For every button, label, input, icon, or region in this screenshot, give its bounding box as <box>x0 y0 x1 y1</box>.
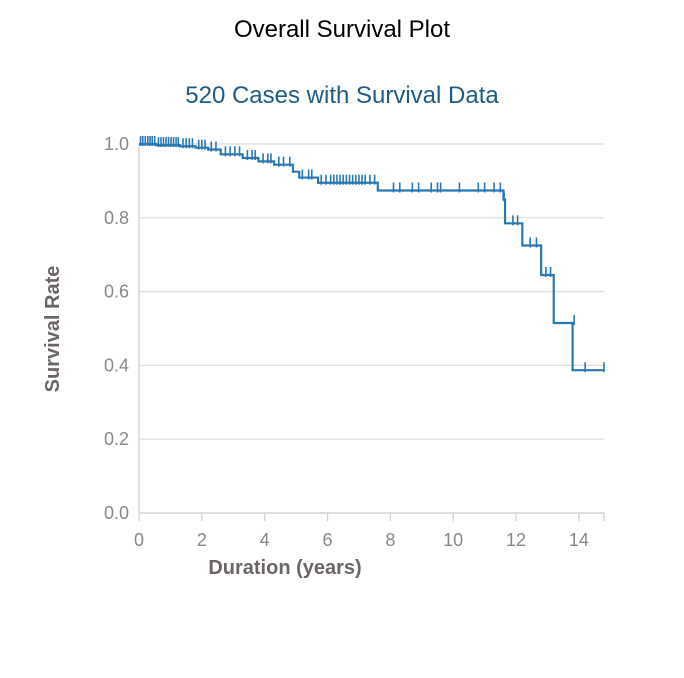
x-tick-label: 8 <box>385 530 395 550</box>
survival-step-line <box>139 142 604 372</box>
x-tick-label: 14 <box>569 530 589 550</box>
y-tick-label: 0.6 <box>104 282 129 302</box>
y-tick-labels: 0.0 0.2 0.4 0.6 0.8 1.0 <box>104 134 129 523</box>
x-tick-labels: 0 2 4 6 8 10 12 14 <box>134 530 589 550</box>
censor-marks <box>139 136 605 373</box>
chart-subtitle: 520 Cases with Survival Data <box>185 82 499 109</box>
survival-series <box>139 142 604 372</box>
x-tick-label: 4 <box>260 530 270 550</box>
x-axis-label: Duration (years) <box>208 557 361 579</box>
y-tick-label: 0.0 <box>104 503 129 523</box>
x-tick-label: 0 <box>134 530 144 550</box>
x-tick-label: 10 <box>443 530 463 550</box>
y-tick-label: 0.2 <box>104 429 129 449</box>
x-tick-label: 2 <box>197 530 207 550</box>
chart-title: Overall Survival Plot <box>233 16 451 43</box>
y-axis-label: Survival Rate <box>42 266 64 393</box>
x-tick-label: 12 <box>506 530 526 550</box>
y-tick-label: 1.0 <box>104 134 129 154</box>
axes <box>138 144 605 521</box>
x-tick-label: 6 <box>323 530 333 550</box>
y-tick-label: 0.8 <box>104 208 129 228</box>
y-tick-label: 0.4 <box>104 355 129 375</box>
grid-lines <box>139 143 604 514</box>
